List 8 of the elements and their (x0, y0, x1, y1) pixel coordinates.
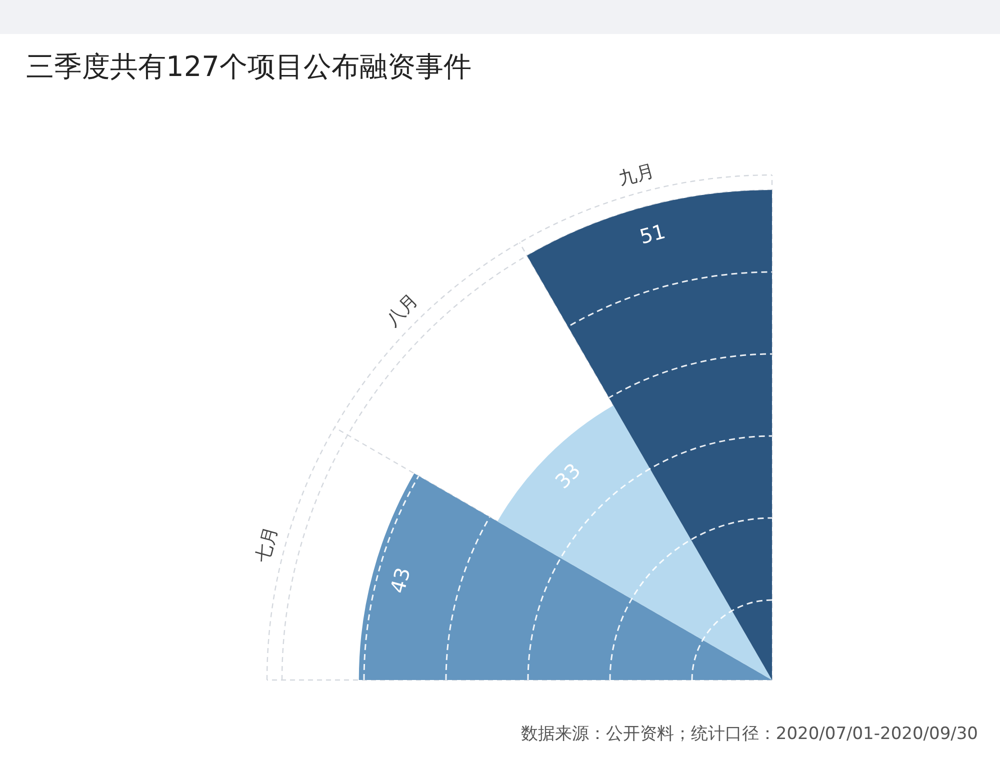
data-label: 51 (637, 219, 668, 249)
category-label: 七月 (252, 524, 282, 565)
text: 三季度共有127个项目公布融资事件 (26, 49, 472, 85)
data-label: 33 (550, 458, 586, 494)
category-label: 九月 (616, 160, 657, 190)
source-note: 数据来源：公开资料；统计口径：2020/07/01-2020/09/30 (520, 723, 978, 745)
category-label: 八月 (382, 290, 422, 330)
data-label: 43 (385, 564, 416, 596)
